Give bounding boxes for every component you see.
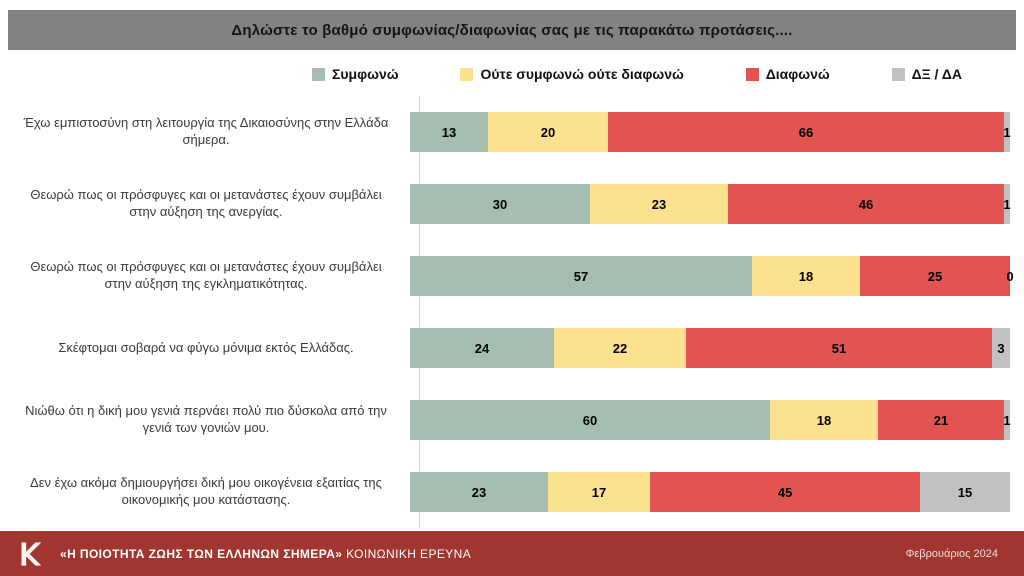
bar-segment-dontknow: 1 — [1003, 184, 1011, 224]
bar-segment-dontknow: 1 — [1003, 400, 1011, 440]
legend-label: Συμφωνώ — [332, 66, 399, 82]
legend-label: ΔΞ / ΔΑ — [911, 66, 962, 82]
legend-swatch-neutral — [460, 67, 474, 81]
bar-segment-neutral: 23 — [590, 184, 728, 224]
segment-value: 57 — [573, 268, 589, 284]
footer-title: «Η ΠΟΙΟΤΗΤΑ ΖΩΗΣ ΤΩΝ ΕΛΛΗΝΩΝ ΣΗΜΕΡΑ» ΚΟΙ… — [60, 547, 471, 561]
bar-segment-agree: 30 — [410, 184, 590, 224]
bar-segment-neutral: 18 — [770, 400, 878, 440]
bar-track: 30 23 46 1 — [410, 184, 1011, 224]
legend-label: Ούτε συμφωνώ ούτε διαφωνώ — [480, 66, 684, 82]
footer-survey-title: «Η ΠΟΙΟΤΗΤΑ ΖΩΗΣ ΤΩΝ ΕΛΛΗΝΩΝ ΣΗΜΕΡΑ» — [60, 546, 343, 561]
segment-value: 22 — [612, 340, 628, 356]
legend-swatch-dontknow — [891, 67, 905, 81]
segment-value: 45 — [777, 484, 793, 500]
row-label: Θεωρώ πως οι πρόσφυγες και οι μετανάστες… — [30, 259, 382, 291]
stacked-bar-chart: Έχω εμπιστοσύνη στη λειτουργία της Δικαι… — [8, 96, 1014, 528]
page-title: Δηλώστε το βαθμό συμφωνίας/διαφωνίας σας… — [231, 21, 793, 39]
chart-row: Έχω εμπιστοσύνη στη λειτουργία της Δικαι… — [8, 112, 1011, 152]
bar-segment-neutral: 18 — [752, 256, 860, 296]
row-label: Έχω εμπιστοσύνη στη λειτουργία της Δικαι… — [23, 115, 389, 147]
segment-value: 25 — [927, 268, 943, 284]
bar-segment-disagree: 51 — [686, 328, 992, 368]
axis-line — [419, 96, 420, 528]
segment-value: 15 — [957, 484, 973, 500]
research-company-logo-icon — [18, 540, 46, 568]
bar-segment-agree: 24 — [410, 328, 554, 368]
segment-value: 60 — [582, 412, 598, 428]
footer-date: Φεβρουάριος 2024 — [905, 547, 998, 560]
bar-segment-neutral: 20 — [488, 112, 608, 152]
segment-value: 24 — [474, 340, 490, 356]
chart-row: Νιώθω ότι η δική μου γενιά περνάει πολύ … — [8, 400, 1011, 440]
chart-legend: Συμφωνώ Ούτε συμφωνώ ούτε διαφωνώ Διαφων… — [312, 66, 962, 82]
segment-value: 18 — [798, 268, 814, 284]
bar-track: 23 17 45 15 — [410, 472, 1010, 512]
segment-value: 1 — [1003, 412, 1011, 428]
row-label: Σκέφτομαι σοβαρά να φύγω μόνιμα εκτός Ελ… — [58, 339, 354, 355]
row-label: Θεωρώ πως οι πρόσφυγες και οι μετανάστες… — [30, 187, 382, 219]
bar-segment-disagree: 25 — [860, 256, 1010, 296]
bar-segment-dontknow: 1 — [1003, 112, 1011, 152]
segment-value: 20 — [540, 124, 556, 140]
chart-row: Θεωρώ πως οι πρόσφυγες και οι μετανάστες… — [8, 184, 1011, 224]
segment-value: 21 — [933, 412, 949, 428]
chart-row: Θεωρώ πως οι πρόσφυγες και οι μετανάστες… — [8, 256, 1014, 296]
chart-row: Δεν έχω ακόμα δημιουργήσει δική μου οικο… — [8, 472, 1010, 512]
segment-value: 30 — [492, 196, 508, 212]
bar-segment-disagree: 21 — [878, 400, 1004, 440]
bar-track: 60 18 21 1 — [410, 400, 1011, 440]
bar-segment-agree: 23 — [410, 472, 548, 512]
legend-label: Διαφωνώ — [765, 66, 830, 82]
bar-track: 13 20 66 1 — [410, 112, 1011, 152]
footer-bar: «Η ΠΟΙΟΤΗΤΑ ΖΩΗΣ ΤΩΝ ΕΛΛΗΝΩΝ ΣΗΜΕΡΑ» ΚΟΙ… — [0, 531, 1024, 576]
segment-value: 1 — [1003, 196, 1011, 212]
row-label: Δεν έχω ακόμα δημιουργήσει δική μου οικο… — [30, 475, 382, 507]
bar-segment-agree: 57 — [410, 256, 752, 296]
bar-segment-agree: 13 — [410, 112, 488, 152]
legend-item-neutral: Ούτε συμφωνώ ούτε διαφωνώ — [460, 66, 684, 82]
segment-value: 0 — [1006, 268, 1014, 284]
bar-segment-neutral: 22 — [554, 328, 686, 368]
header-bar: Δηλώστε το βαθμό συμφωνίας/διαφωνίας σας… — [8, 10, 1016, 50]
bar-segment-dontknow: 3 — [992, 328, 1010, 368]
legend-swatch-disagree — [745, 67, 759, 81]
legend-item-dontknow: ΔΞ / ΔΑ — [891, 66, 962, 82]
bar-segment-dontknow: 15 — [920, 472, 1010, 512]
segment-value: 1 — [1003, 124, 1011, 140]
segment-value: 23 — [471, 484, 487, 500]
bar-segment-disagree: 66 — [608, 112, 1004, 152]
bar-segment-neutral: 17 — [548, 472, 650, 512]
bar-segment-disagree: 45 — [650, 472, 920, 512]
segment-value: 51 — [831, 340, 847, 356]
segment-value: 17 — [591, 484, 607, 500]
legend-swatch-agree — [312, 67, 325, 81]
bar-segment-agree: 60 — [410, 400, 770, 440]
segment-value: 3 — [997, 340, 1005, 356]
bar-track: 24 22 51 3 — [410, 328, 1010, 368]
footer-survey-subtitle: ΚΟΙΝΩΝΙΚΗ ΕΡΕΥΝΑ — [346, 546, 472, 561]
legend-item-disagree: Διαφωνώ — [745, 66, 830, 82]
segment-value: 66 — [798, 124, 814, 140]
segment-value: 13 — [441, 124, 457, 140]
segment-value: 23 — [651, 196, 667, 212]
legend-item-agree: Συμφωνώ — [312, 66, 399, 82]
row-label: Νιώθω ότι η δική μου γενιά περνάει πολύ … — [25, 403, 387, 435]
segment-value: 18 — [816, 412, 832, 428]
chart-row: Σκέφτομαι σοβαρά να φύγω μόνιμα εκτός Ελ… — [8, 328, 1010, 368]
bar-track: 57 18 25 0 — [410, 256, 1014, 296]
segment-value: 46 — [858, 196, 874, 212]
bar-segment-disagree: 46 — [728, 184, 1004, 224]
